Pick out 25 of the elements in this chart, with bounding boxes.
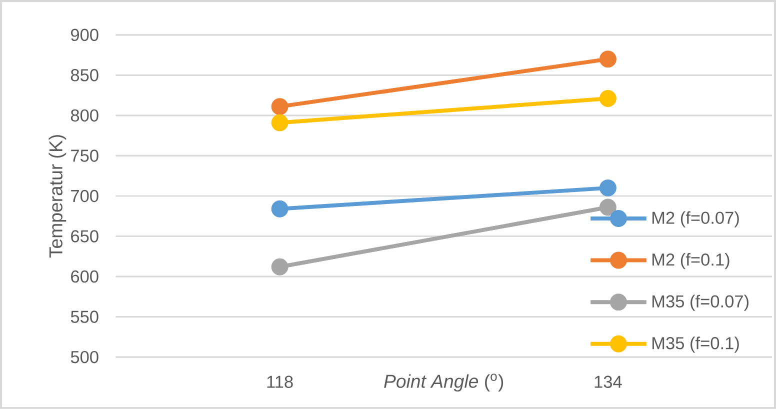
point <box>599 50 616 68</box>
x-tick-label: 134 <box>594 376 622 388</box>
point <box>271 258 288 276</box>
y-tick-label: 550 <box>70 310 98 323</box>
legend-label: M2 (f=0.07) <box>652 211 739 228</box>
y-axis-title: Temperatur (K) <box>48 135 66 258</box>
y-tick-label: 650 <box>71 230 98 242</box>
x-tick-label: 118 <box>267 376 293 388</box>
y-tick-label: 900 <box>71 28 98 42</box>
y-tick-label: 750 <box>71 150 98 162</box>
y-tick-label: 500 <box>70 350 98 364</box>
point <box>599 179 616 196</box>
legend-label: M35 (f=0.07) <box>652 294 748 311</box>
point <box>271 200 288 218</box>
point <box>271 114 288 132</box>
legend-label: M2 (f=0.1) <box>652 253 730 270</box>
y-tick-label: 850 <box>70 69 98 82</box>
y-tick-label: 600 <box>71 270 98 283</box>
point <box>271 98 288 116</box>
y-tick-label: 700 <box>71 190 98 202</box>
y-tick-label: 800 <box>70 109 98 122</box>
point <box>599 90 616 108</box>
point <box>599 198 616 216</box>
x-axis-title: Point Angle ($^{o}$) <box>384 374 504 392</box>
legend-label: M35 (f=0.1) <box>652 336 739 353</box>
